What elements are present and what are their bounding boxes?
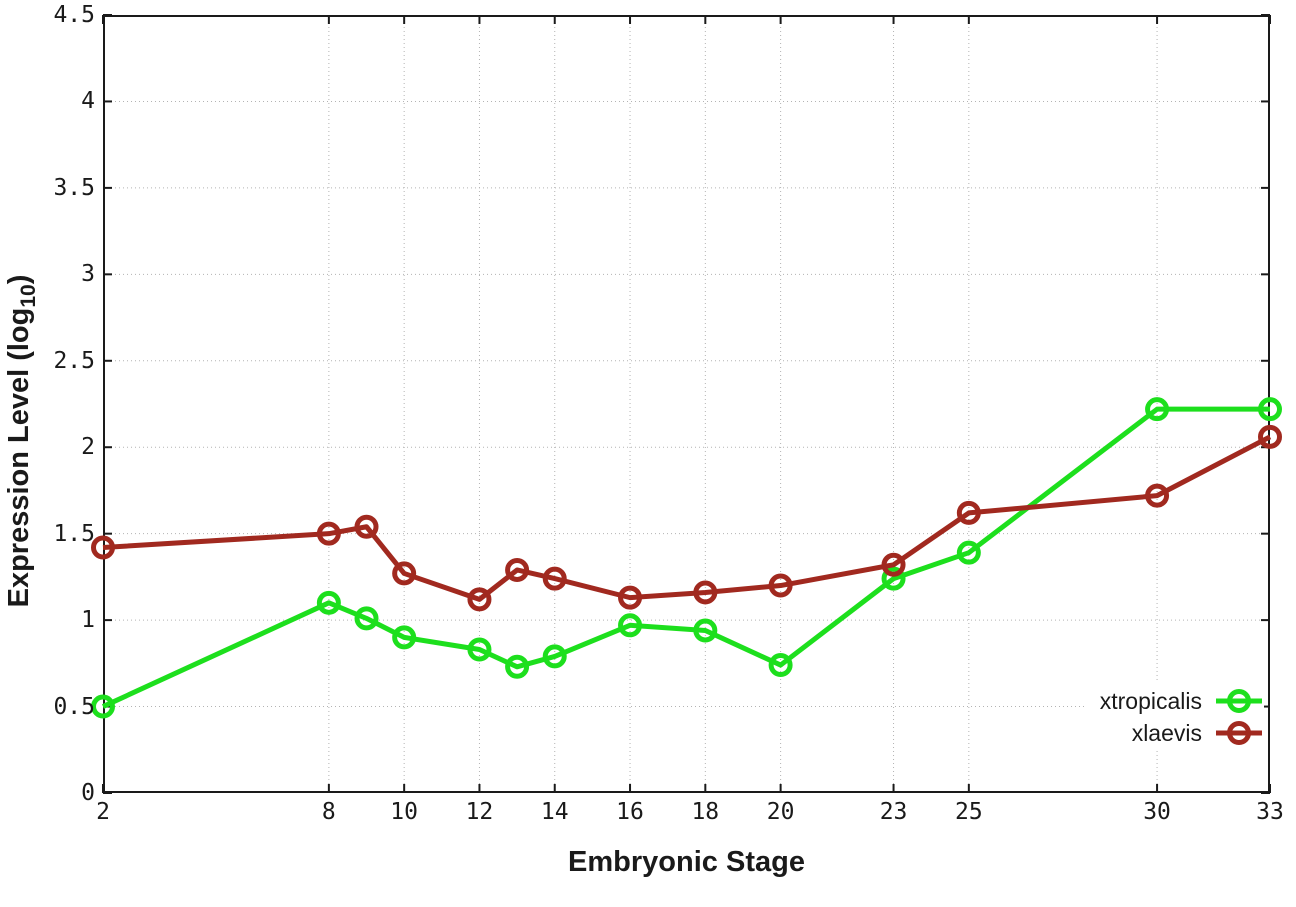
y-tick-label: 2 [81,434,95,461]
series-line-xlaevis [102,434,1272,602]
data-point-xlaevis [768,573,793,598]
x-tick-label: 20 [766,799,795,825]
data-point-xtropicalis [316,590,341,615]
data-point-xlaevis [505,557,530,582]
data-point-xtropicalis [1258,397,1282,422]
y-tick-label: 1.5 [53,520,95,547]
data-point-xtropicalis [542,644,567,669]
legend-marker-xtropicalis [1216,689,1262,713]
x-tick-label: 33 [1256,799,1284,825]
data-point-xtropicalis [881,566,906,591]
data-point-xtropicalis [956,540,981,565]
x-tick-label: 23 [879,799,908,825]
x-tick-label: 8 [321,799,336,825]
y-tick-label: 2.5 [53,347,95,374]
y-axis-tick-labels: 0 0.5 1 1.5 2 2.5 3 3.5 4 4.5 [0,2,95,806]
x-tick-label: 18 [691,799,720,825]
data-point-xtropicalis [505,654,530,679]
data-point-xtropicalis [618,613,643,638]
y-tick-label: 3 [81,261,95,288]
legend-label-xlaevis: xlaevis [1131,719,1202,746]
series-line-xtropicalis [101,406,1270,709]
data-point-xlaevis [392,561,417,586]
y-tick-label: 4.5 [53,2,95,28]
data-point-xtropicalis [392,625,417,650]
x-tick-label: 16 [616,799,644,825]
data-point-xlaevis [316,521,341,546]
data-point-xtropicalis [1145,397,1170,422]
x-tick-label: 14 [540,799,569,825]
x-tick-label: 12 [465,799,494,825]
data-point-xlaevis [542,566,567,591]
legend-label-xtropicalis: xtropicalis [1099,687,1202,714]
x-tick-label: 10 [390,799,418,825]
data-point-xtropicalis [693,618,718,643]
legend-sample-marker [1227,721,1251,745]
data-point-xtropicalis [91,694,115,719]
y-tick-label: 4 [81,88,95,115]
legend-item-xlaevis: xlaevis [1100,717,1264,749]
x-tick-label: 2 [96,799,110,825]
x-tick-label: 30 [1143,799,1171,825]
data-point-xlaevis [956,500,981,525]
legend-marker-xlaevis [1216,721,1262,745]
data-point-xtropicalis [467,637,492,662]
y-tick-label: 0 [81,780,95,806]
x-axis-title: Embryonic Stage [568,846,805,878]
y-tick-label: 3.5 [53,174,95,201]
data-point-xlaevis [1258,424,1282,449]
legend-sample-marker [1227,689,1251,713]
plot-border [103,15,1270,793]
data-point-xlaevis [467,587,492,612]
data-point-xtropicalis [768,653,793,678]
data-point-xlaevis [881,552,906,577]
data-point-xlaevis [693,580,718,605]
data-point-xlaevis [354,514,379,539]
x-axis-tick-labels: 2 8 10 12 14 16 18 20 23 25 30 33 [96,799,1284,829]
y-tick-label: 1 [81,607,95,634]
data-point-xlaevis [91,535,115,560]
data-point-xtropicalis [354,606,379,631]
plot-area [91,14,1282,794]
legend-item-xtropicalis: xtropicalis [1100,685,1264,717]
data-point-xlaevis [618,585,643,610]
data-point-xlaevis [1145,483,1170,508]
y-tick-label: 0.5 [53,693,95,720]
legend: xtropicalis xlaevis [1085,683,1264,751]
x-tick-label: 25 [954,799,983,825]
